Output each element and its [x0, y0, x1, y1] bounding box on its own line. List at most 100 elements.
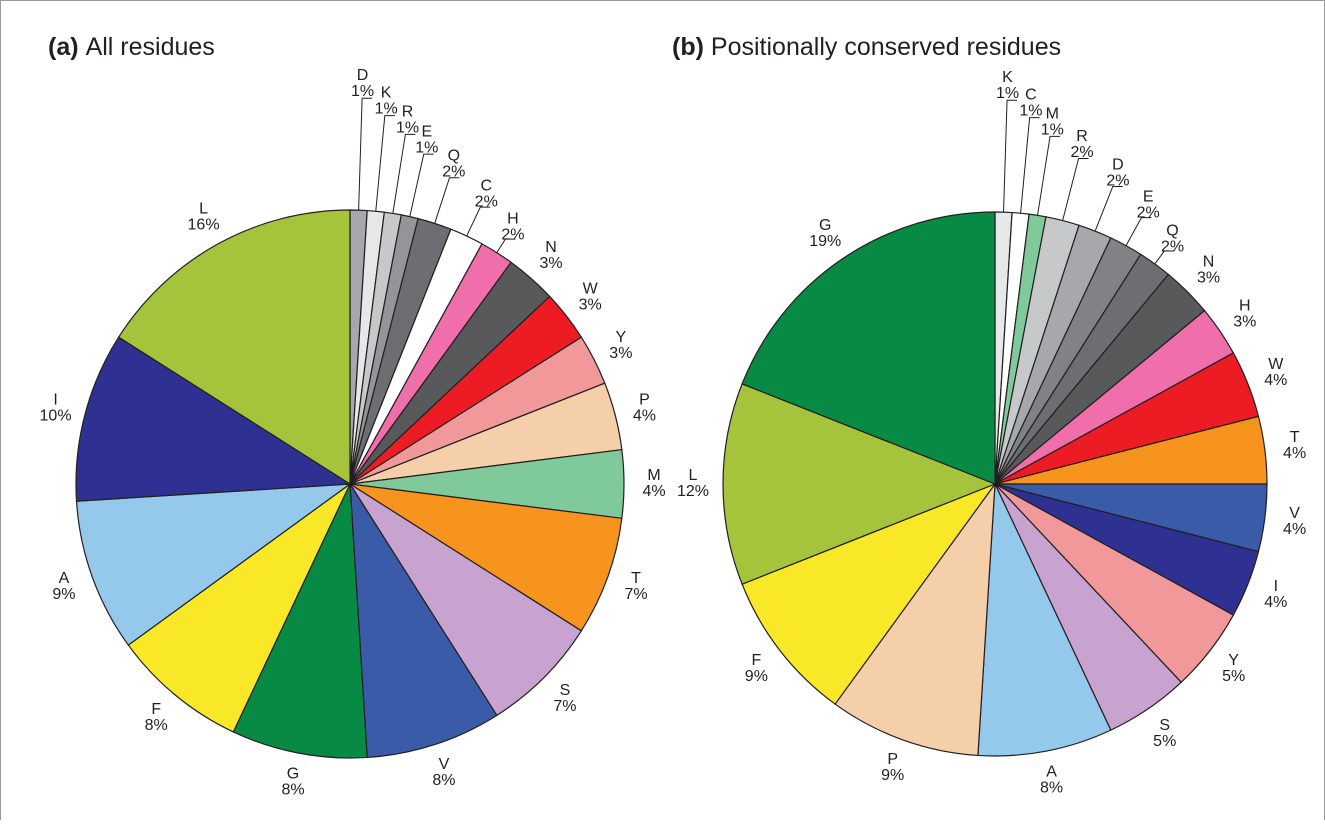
value-label: 2% — [501, 227, 524, 244]
category-label: R — [1076, 128, 1088, 145]
slice-label: A 9% — [52, 570, 75, 603]
slice-label: R 1% — [396, 104, 419, 137]
slice-label: C 1% — [1019, 87, 1042, 120]
category-label: S — [560, 682, 571, 699]
category-label: K — [1002, 69, 1013, 86]
category-label: T — [631, 570, 641, 587]
category-label: D — [1112, 157, 1124, 174]
title-text: Positionally conserved residues — [711, 33, 1061, 61]
value-label: 1% — [996, 85, 1019, 102]
slice-label: M 4% — [642, 467, 665, 500]
category-label: I — [53, 392, 57, 409]
pie-slice — [349, 483, 498, 759]
slice-label: S 7% — [553, 682, 576, 715]
category-label: N — [545, 239, 557, 256]
slice-label: W 3% — [579, 281, 602, 314]
value-label: 2% — [1106, 173, 1129, 190]
slice-label: D 1% — [351, 67, 374, 100]
category-label: P — [639, 392, 650, 409]
category-label: A — [59, 570, 70, 587]
leader-line — [496, 238, 516, 253]
slice-label: V 8% — [432, 756, 455, 789]
value-label: 1% — [1019, 103, 1042, 120]
category-label: M — [1046, 106, 1059, 123]
value-label: 16% — [188, 217, 220, 234]
category-label: W — [583, 281, 599, 298]
value-label: 2% — [475, 194, 498, 211]
slice-label: D 2% — [1106, 157, 1129, 190]
pie-slice — [349, 483, 623, 632]
slice-label: L 16% — [188, 201, 220, 234]
value-label: 8% — [281, 782, 304, 799]
value-label: 8% — [145, 717, 168, 734]
category-label: L — [689, 467, 698, 484]
value-label: 7% — [624, 586, 647, 603]
value-label: 2% — [1137, 205, 1160, 222]
slice-label: R 2% — [1070, 128, 1093, 161]
slice-label: A 8% — [1040, 764, 1063, 797]
slice-label: Q 2% — [442, 148, 465, 181]
leader-line — [1037, 135, 1061, 216]
category-label: S — [1159, 717, 1170, 734]
slice-label: I 10% — [40, 392, 72, 425]
category-label: V — [439, 756, 450, 773]
value-label: 1% — [351, 83, 374, 100]
panel-label: (a) — [48, 33, 79, 61]
slice-label: E 1% — [415, 124, 438, 157]
value-label: 4% — [633, 408, 656, 425]
slice-label: W 4% — [1264, 356, 1287, 389]
value-label: 3% — [1233, 313, 1256, 330]
slice-label: N 3% — [539, 239, 562, 272]
category-label: E — [421, 124, 432, 141]
category-label: D — [357, 67, 369, 84]
slice-label: F 8% — [145, 701, 168, 734]
slice-label: M 1% — [1041, 106, 1064, 139]
category-label: Y — [616, 329, 627, 346]
value-label: 4% — [1264, 594, 1287, 611]
pie-slice — [722, 383, 997, 585]
category-label: Q — [448, 148, 460, 165]
pie-slice — [834, 481, 996, 757]
value-label: 12% — [677, 483, 709, 500]
category-label: E — [1143, 189, 1154, 206]
value-label: 3% — [1197, 270, 1220, 287]
value-label: 8% — [432, 772, 455, 789]
value-label: 9% — [745, 668, 768, 685]
slice-label: L 12% — [677, 467, 709, 500]
leader-line — [1154, 250, 1175, 265]
leader-line — [1062, 158, 1089, 221]
pie-slice — [127, 483, 351, 733]
value-label: 8% — [1040, 780, 1063, 797]
slice-label: T 7% — [624, 570, 647, 603]
value-label: 5% — [1222, 668, 1245, 685]
category-label: I — [1274, 578, 1278, 595]
value-label: 2% — [1070, 144, 1093, 161]
value-label: 3% — [539, 255, 562, 272]
pie-slice — [741, 482, 997, 705]
leader-line — [358, 97, 373, 211]
category-label: M — [647, 467, 660, 484]
category-label: K — [381, 85, 392, 102]
pie-slice — [232, 483, 368, 759]
value-label: 4% — [1283, 445, 1306, 462]
value-label: 10% — [40, 408, 72, 425]
category-label: G — [287, 766, 299, 783]
slice-label: F 9% — [745, 652, 768, 685]
slice-label: I 4% — [1264, 578, 1287, 611]
slice-label: S 5% — [1153, 717, 1176, 750]
value-label: 1% — [415, 140, 438, 157]
value-label: 1% — [375, 101, 398, 118]
value-label: 4% — [1264, 372, 1287, 389]
value-label: 19% — [809, 233, 841, 250]
slice-label: V 4% — [1283, 505, 1306, 538]
category-label: G — [819, 217, 831, 234]
leader-line — [1094, 185, 1123, 232]
category-label: Q — [1166, 223, 1178, 240]
chart-title: (a) All residues — [48, 33, 215, 61]
leader-line — [1020, 117, 1040, 214]
value-label: 3% — [579, 297, 602, 314]
slice-label: H 2% — [501, 211, 524, 244]
category-label: T — [1290, 429, 1300, 446]
